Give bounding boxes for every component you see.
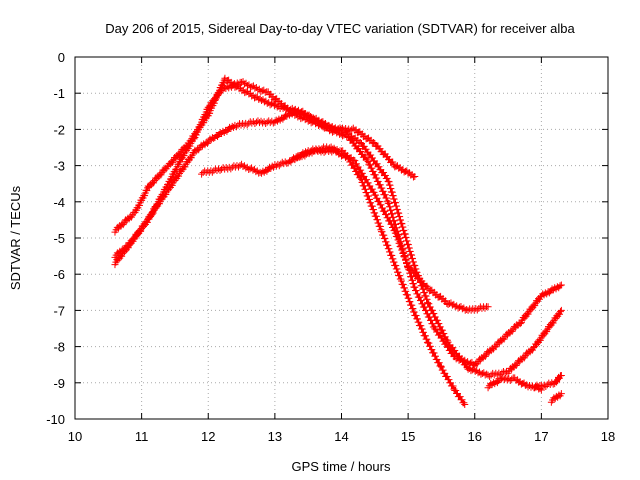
x-tick-label: 18: [601, 429, 615, 444]
series-arc-1: [111, 74, 565, 370]
series-markers: [531, 383, 545, 394]
x-tick-label: 10: [68, 429, 82, 444]
series-arc-4: [198, 143, 492, 314]
series-arc-7: [531, 383, 545, 394]
series-arc-2: [111, 78, 565, 381]
y-tick-label: -7: [53, 303, 65, 318]
series-arc-5: [291, 146, 469, 409]
series-markers: [111, 78, 565, 381]
data-points: [111, 74, 565, 409]
y-tick-label: -2: [53, 122, 65, 137]
x-tick-label: 12: [201, 429, 215, 444]
x-tick-label: 15: [401, 429, 415, 444]
y-tick-label: -5: [53, 231, 65, 246]
y-tick-label: -8: [53, 340, 65, 355]
y-tick-label: 0: [58, 50, 65, 65]
y-tick-label: -3: [53, 159, 65, 174]
y-tick-label: -6: [53, 267, 65, 282]
x-tick-label: 13: [268, 429, 282, 444]
series-markers: [111, 106, 419, 269]
plot-frame: [74, 56, 609, 420]
series-markers: [198, 143, 492, 314]
x-tick-label: 14: [334, 429, 348, 444]
x-tick-label: 17: [534, 429, 548, 444]
y-tick-label: -4: [53, 195, 65, 210]
x-tick-label: 16: [468, 429, 482, 444]
y-axis-label: SDTVAR / TECUs: [8, 185, 23, 290]
y-tick-label: -10: [46, 412, 65, 427]
chart-title: Day 206 of 2015, Sidereal Day-to-day VTE…: [105, 21, 575, 36]
x-tick-label: 11: [135, 429, 149, 444]
series-markers: [111, 74, 565, 370]
series-markers: [291, 146, 469, 409]
series-arc-3: [111, 106, 419, 269]
y-tick-label: -1: [53, 86, 65, 101]
series-arc-8: [547, 390, 565, 406]
series-markers: [547, 390, 565, 406]
grid-lines: [75, 57, 608, 419]
x-axis-label: GPS time / hours: [292, 459, 391, 474]
y-tick-label: -9: [53, 376, 65, 391]
